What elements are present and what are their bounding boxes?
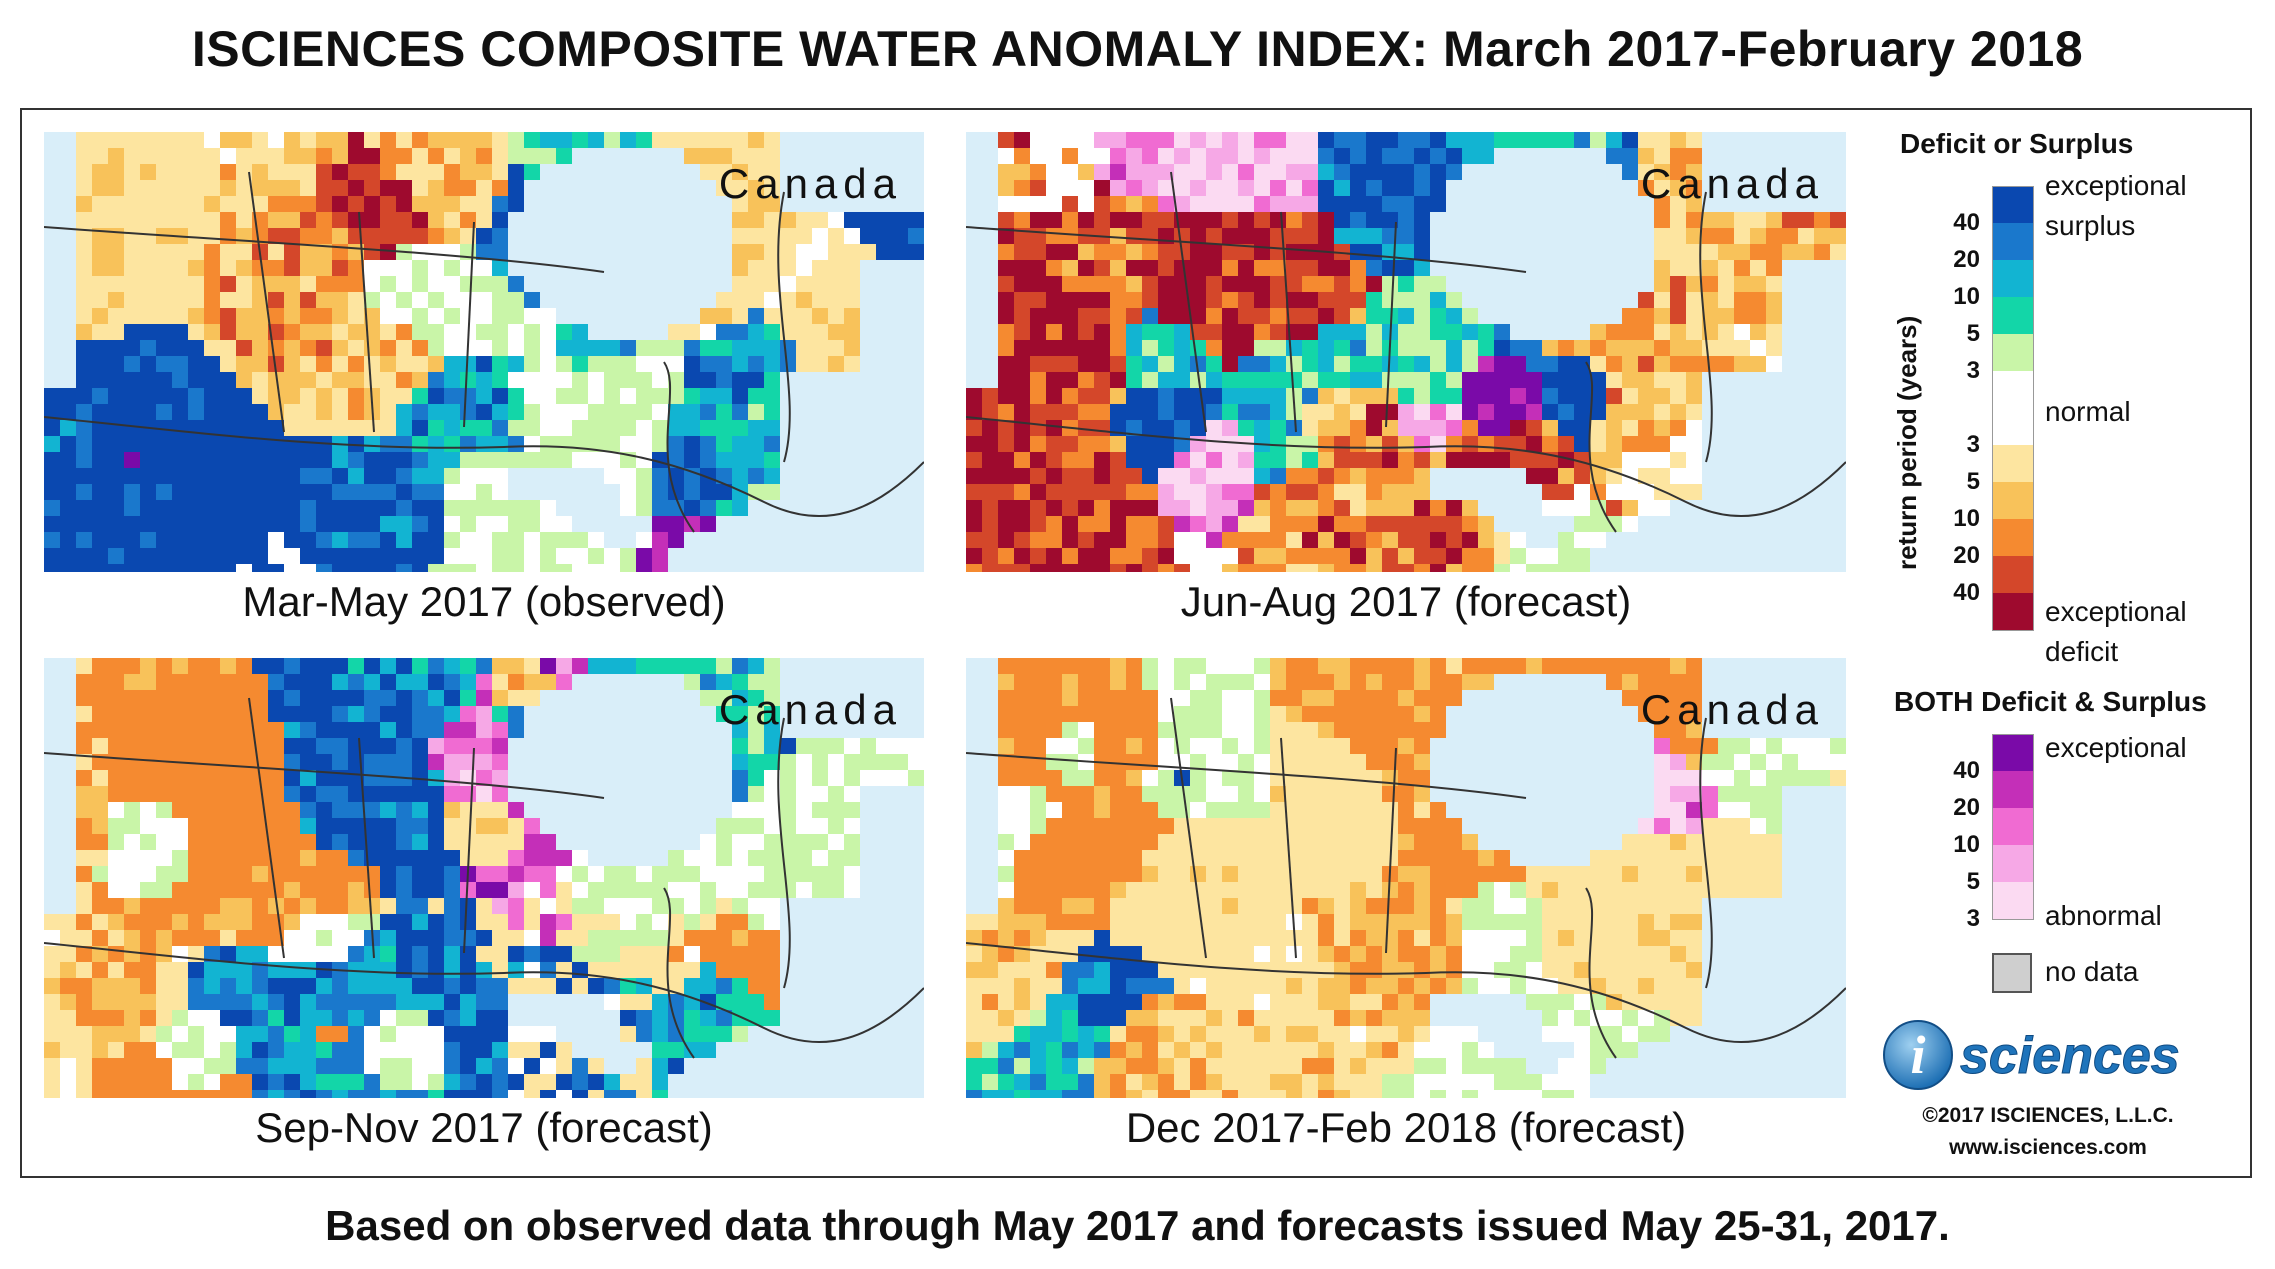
- logo-wordmark: sciences: [1960, 1027, 2180, 1085]
- deficit-swatch: [1992, 519, 2034, 556]
- website-link[interactable]: www.isciences.com: [1949, 1136, 2147, 1159]
- anomaly-map: [44, 658, 924, 1098]
- surplus-tick: 40: [1953, 209, 1980, 236]
- both-tick: 20: [1953, 794, 1980, 821]
- surplus-tick: 5: [1966, 320, 1980, 347]
- figure-frame: [20, 108, 2252, 1178]
- legend-exceptional-deficit: exceptional deficit: [2045, 596, 2187, 667]
- surplus-tick: 20: [1953, 246, 1980, 273]
- deficit-tick: 20: [1953, 542, 1980, 569]
- boundary-line: [1385, 221, 1397, 428]
- logo-letter: i: [1910, 1025, 1925, 1085]
- boundary-line: [1385, 747, 1397, 954]
- anomaly-grid: [44, 132, 924, 572]
- anomaly-map: [44, 132, 924, 572]
- surplus-tick: 3: [1966, 357, 1980, 384]
- surplus-swatch: [1992, 186, 2034, 224]
- anomaly-grid: [44, 658, 924, 1098]
- isciences-logo-graphic: i sciences: [1883, 1020, 2180, 1090]
- panel-label-dec-2017-feb-2018: Dec 2017-Feb 2018 (forecast): [1125, 1104, 1687, 1151]
- boundary-line: [1585, 887, 1617, 1059]
- boundary-line: [44, 226, 605, 273]
- region-label: Canada: [1640, 160, 1824, 207]
- boundary-line: [44, 416, 924, 517]
- boundary-line: [777, 191, 791, 463]
- region-label: Canada: [1640, 686, 1824, 733]
- both-swatch: [1992, 771, 2034, 808]
- both-swatch: [1992, 882, 2034, 920]
- boundary-line: [1170, 697, 1207, 959]
- boundary-line: [1585, 361, 1617, 533]
- deficit-swatch: [1992, 556, 2034, 593]
- deficit-tick: 5: [1966, 468, 1980, 495]
- boundary-line: [1699, 717, 1713, 989]
- deficit-tick: 40: [1953, 579, 1980, 606]
- page-title: ISCIENCES COMPOSITE WATER ANOMALY INDEX:…: [191, 21, 2084, 77]
- boundary-line: [44, 942, 924, 1043]
- map-panel-jun-aug-2017: Canada: [966, 132, 1846, 572]
- both-tick: 3: [1966, 905, 1980, 932]
- legend-both-title: BOTH Deficit & Surplus: [1894, 686, 2207, 717]
- boundary-line: [463, 747, 475, 954]
- boundary-line: [663, 887, 695, 1059]
- region-label: Canada: [718, 686, 902, 733]
- boundary-line: [1699, 191, 1713, 463]
- panel-label-sep-nov-2017: Sep-Nov 2017 (forecast): [255, 1104, 713, 1151]
- boundary-line: [966, 942, 1846, 1043]
- surplus-swatch: [1992, 297, 2034, 334]
- boundary-line: [1170, 171, 1207, 433]
- boundary-line: [663, 361, 695, 533]
- deficit-tick: 3: [1966, 431, 1980, 458]
- boundary-line: [44, 752, 605, 799]
- isciences-logo: i sciences: [1880, 1015, 2240, 1095]
- footer-note: Based on observed data through May 2017 …: [325, 1202, 1950, 1249]
- surplus-swatch: [1992, 334, 2034, 371]
- legend-both-exceptional: exceptional: [2045, 732, 2187, 763]
- both-swatch: [1992, 808, 2034, 845]
- deficit-swatch: [1992, 482, 2034, 519]
- map-panel-mar-may-2017: Canada: [44, 132, 924, 572]
- copyright-text: ©2017 ISCIENCES, L.L.C.: [1922, 1104, 2174, 1127]
- legend-both-abnormal: abnormal: [2045, 900, 2162, 931]
- panel-label-mar-may-2017: Mar-May 2017 (observed): [242, 578, 726, 625]
- both-tick: 5: [1966, 868, 1980, 895]
- boundary-line: [966, 752, 1527, 799]
- boundary-line: [966, 416, 1846, 517]
- both-tick: 10: [1953, 831, 1980, 858]
- panel-label-jun-aug-2017: Jun-Aug 2017 (forecast): [1180, 578, 1632, 625]
- surplus-swatch: [1992, 260, 2034, 297]
- legend-axis-title: return period (years): [1892, 315, 1922, 570]
- boundary-line: [463, 221, 475, 428]
- region-label: Canada: [718, 160, 902, 207]
- anomaly-map: [966, 132, 1846, 572]
- legend-no-data: no data: [2045, 956, 2139, 987]
- legend-exceptional-surplus: exceptional surplus: [2045, 170, 2187, 241]
- boundary-line: [777, 717, 791, 989]
- boundary-line: [248, 171, 285, 433]
- legend-deficit-surplus-title: Deficit or Surplus: [1900, 128, 2134, 159]
- no-data-swatch: [1992, 953, 2032, 993]
- boundary-line: [248, 697, 285, 959]
- boundary-line: [966, 226, 1527, 273]
- map-panel-dec-2017-feb-2018: Canada: [966, 658, 1846, 1098]
- deficit-tick: 10: [1953, 505, 1980, 532]
- deficit-swatch: [1992, 445, 2034, 482]
- map-panel-sep-nov-2017: Canada: [44, 658, 924, 1098]
- legend-normal: normal: [2045, 396, 2131, 427]
- normal-swatch: [1992, 371, 2034, 445]
- surplus-swatch: [1992, 223, 2034, 260]
- anomaly-map: [966, 658, 1846, 1098]
- anomaly-grid: [966, 658, 1846, 1098]
- both-swatch: [1992, 845, 2034, 882]
- surplus-tick: 10: [1953, 283, 1980, 310]
- both-swatch: [1992, 734, 2034, 772]
- both-tick: 40: [1953, 757, 1980, 784]
- deficit-swatch: [1992, 593, 2034, 631]
